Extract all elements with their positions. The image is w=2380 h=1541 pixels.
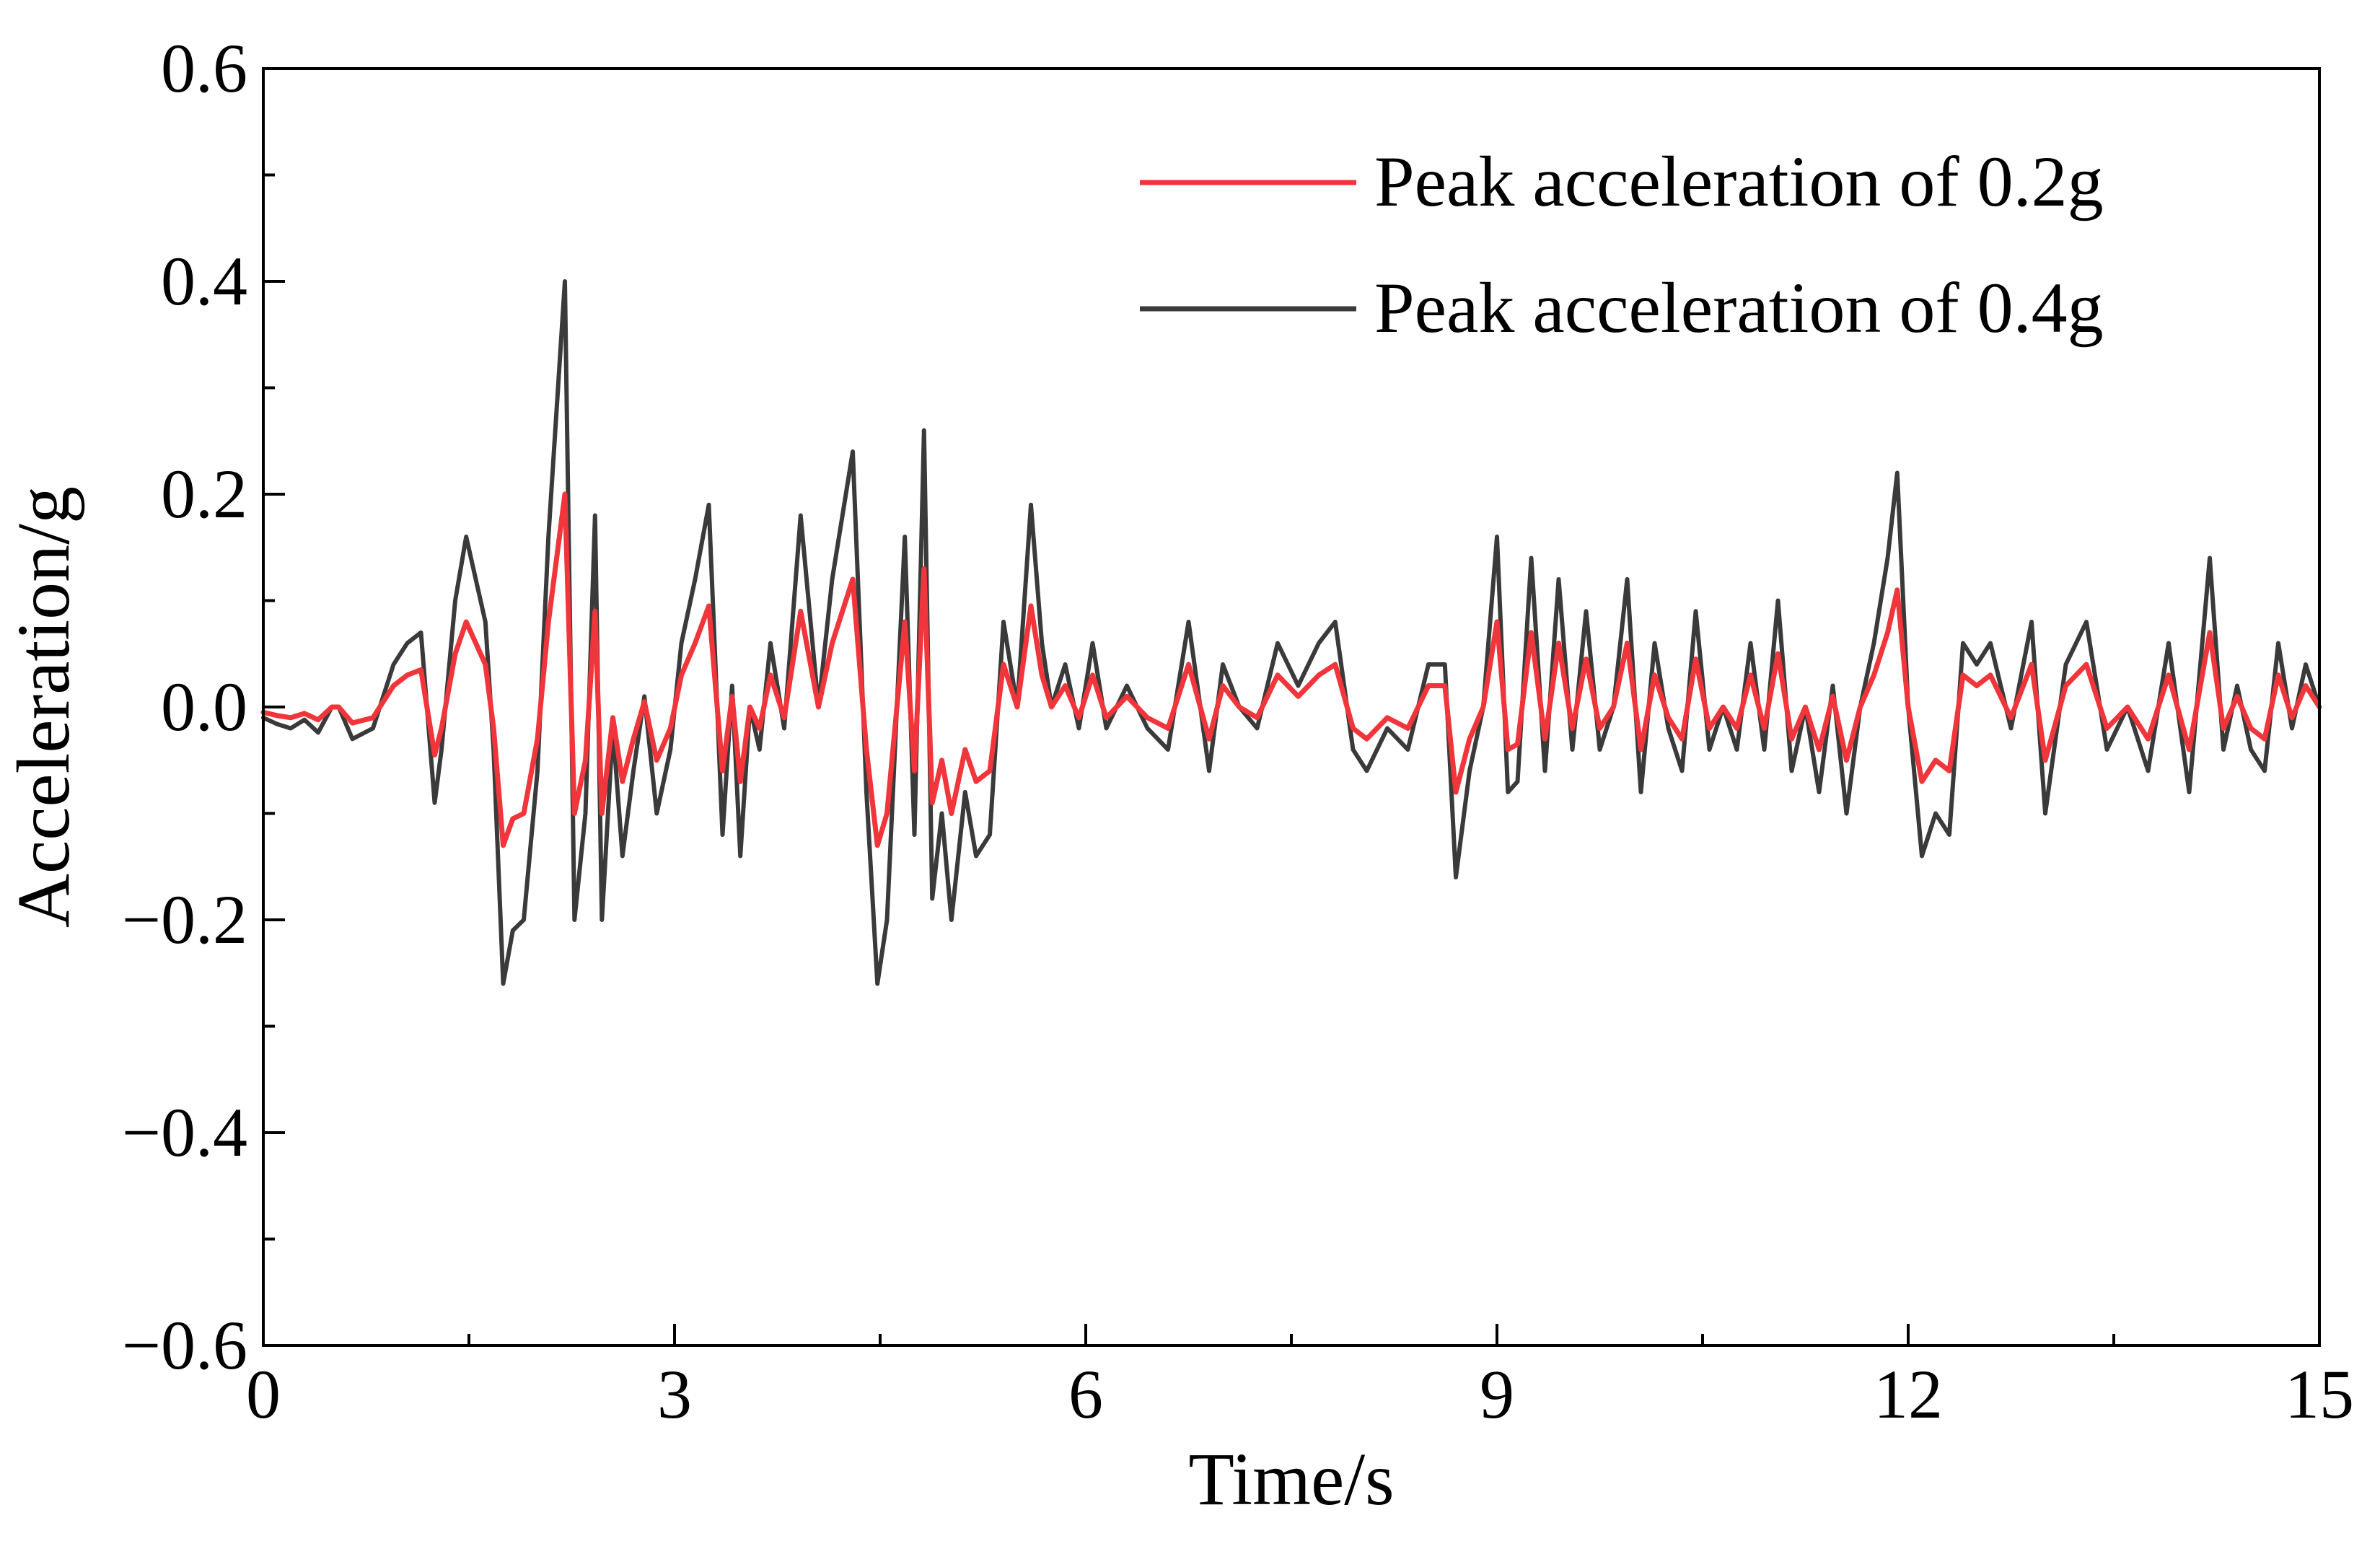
y-tick-label: −0.2	[122, 881, 247, 958]
legend-label: Peak acceleration of 0.4g	[1374, 268, 2104, 348]
series-line-0-2g	[260, 491, 2322, 848]
x-tick-label: 15	[2285, 1356, 2354, 1433]
x-tick-label: 12	[1874, 1356, 1943, 1433]
y-tick-label: 0.2	[161, 455, 247, 532]
y-tick-label: −0.4	[122, 1094, 247, 1171]
y-axis-title: Acceleration/g	[2, 486, 85, 928]
x-tick-label: 9	[1480, 1356, 1514, 1433]
legend: Peak acceleration of 0.2g Peak accelerati…	[1140, 141, 2104, 348]
y-tick-label: 0.4	[161, 242, 247, 320]
x-tick-label: 0	[246, 1356, 281, 1433]
y-tick-label: −0.6	[122, 1307, 247, 1384]
plot-area	[260, 279, 2322, 986]
legend-label: Peak acceleration of 0.2g	[1374, 141, 2104, 221]
y-tick-label: 0.0	[161, 668, 247, 745]
x-tick-label: 6	[1068, 1356, 1103, 1433]
x-tick-label: 3	[657, 1356, 692, 1433]
x-axis-title: Time/s	[1188, 1438, 1394, 1521]
axes: 0 3 6 9 12 15 −0.6 −0.4 −0.2 0.0 0.2 0.4 0.6 Time/s Ac…	[2, 30, 2354, 1521]
series-line-0-4g	[261, 279, 2322, 986]
y-tick-label: 0.6	[161, 30, 247, 107]
